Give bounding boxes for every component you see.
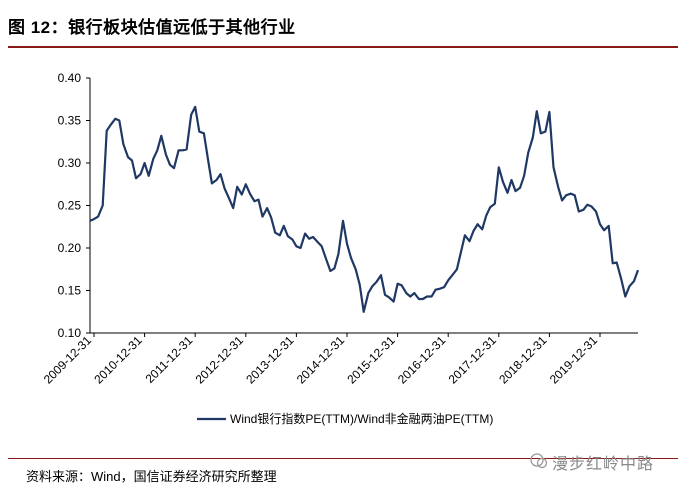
x-tick-label: 2018-12-31 <box>496 333 550 387</box>
y-tick-label: 0.35 <box>58 114 82 128</box>
legend-label: Wind银行指数PE(TTM)/Wind非金融两油PE(TTM) <box>230 411 493 426</box>
x-tick-label: 2013-12-31 <box>243 333 297 387</box>
x-tick-label: 2009-12-31 <box>41 333 95 387</box>
y-tick-label: 0.20 <box>58 241 82 255</box>
title-bar: 图 12：银行板块估值远低于其他行业 <box>8 0 678 44</box>
x-tick-label: 2010-12-31 <box>91 333 145 387</box>
wechat-icon <box>530 453 548 469</box>
figure-title: 图 12：银行板块估值远低于其他行业 <box>8 18 296 37</box>
series-line-bank-pe-ratio <box>89 105 640 313</box>
x-axis-ticks: 2009-12-312010-12-312011-12-312012-12-31… <box>41 333 601 387</box>
chart-axes <box>89 78 638 334</box>
y-tick-label: 0.25 <box>58 199 82 213</box>
source-note: 资料来源：Wind，国信证券经济研究所整理 <box>26 469 277 484</box>
chart-legend: Wind银行指数PE(TTM)/Wind非金融两油PE(TTM) <box>197 411 493 426</box>
y-tick-label: 0.10 <box>58 326 82 340</box>
title-rule <box>8 46 678 48</box>
watermark-text: 漫步红岭中路 <box>552 456 655 473</box>
x-tick-label: 2011-12-31 <box>143 333 196 386</box>
x-tick-label: 2016-12-31 <box>395 333 449 387</box>
x-tick-label: 2012-12-31 <box>193 333 247 387</box>
y-axis-ticks: 0.10 0.15 0.20 0.25 0.30 0.35 0.40 <box>58 71 90 340</box>
footer-rule <box>8 458 678 459</box>
x-tick-label: 2017-12-31 <box>446 333 500 387</box>
y-tick-label: 0.40 <box>58 71 82 85</box>
y-tick-label: 0.30 <box>58 156 82 170</box>
x-tick-label: 2019-12-31 <box>547 333 601 387</box>
y-tick-label: 0.15 <box>58 284 82 298</box>
x-tick-label: 2014-12-31 <box>294 333 348 387</box>
x-tick-label: 2015-12-31 <box>344 333 398 387</box>
